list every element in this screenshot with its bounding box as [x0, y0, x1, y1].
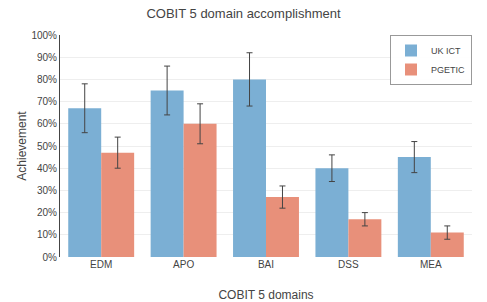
- svg-text:APO: APO: [173, 259, 194, 270]
- svg-text:50%: 50%: [37, 141, 57, 152]
- svg-text:20%: 20%: [37, 207, 57, 218]
- svg-text:100%: 100%: [31, 30, 57, 41]
- svg-text:80%: 80%: [37, 74, 57, 85]
- svg-text:90%: 90%: [37, 52, 57, 63]
- svg-text:PGETIC: PGETIC: [431, 65, 465, 75]
- svg-text:DSS: DSS: [338, 259, 359, 270]
- svg-text:MEA: MEA: [420, 259, 442, 270]
- svg-text:60%: 60%: [37, 118, 57, 129]
- svg-text:COBIT 5 domains: COBIT 5 domains: [218, 288, 313, 302]
- svg-text:UK ICT: UK ICT: [431, 46, 461, 56]
- svg-text:COBIT 5 domain accomplishment: COBIT 5 domain accomplishment: [146, 6, 341, 21]
- svg-text:30%: 30%: [37, 185, 57, 196]
- svg-text:70%: 70%: [37, 96, 57, 107]
- svg-text:Achievement: Achievement: [15, 111, 29, 181]
- svg-text:BAI: BAI: [258, 259, 274, 270]
- svg-text:EDM: EDM: [90, 259, 112, 270]
- svg-text:40%: 40%: [37, 163, 57, 174]
- svg-text:10%: 10%: [37, 229, 57, 240]
- svg-text:0%: 0%: [43, 252, 58, 263]
